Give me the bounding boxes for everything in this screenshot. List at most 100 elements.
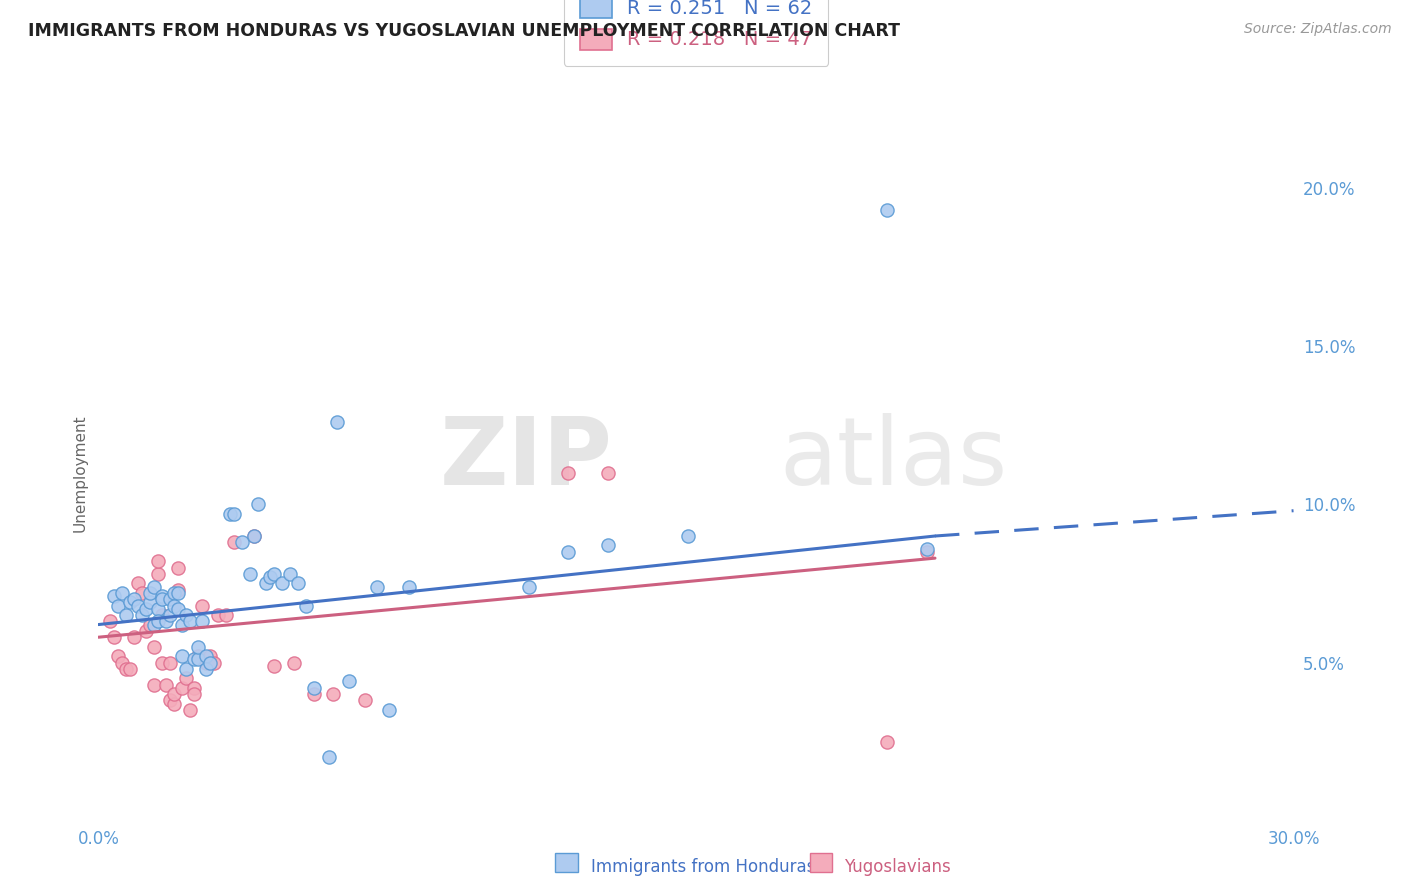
Bar (555, 853, 578, 872)
Point (239, 566, 262, 581)
Point (187, 640, 209, 654)
Point (135, 601, 157, 615)
Text: ZIP: ZIP (440, 413, 613, 505)
Legend: R = 0.251   N = 62, R = 0.218   N = 47: R = 0.251 N = 62, R = 0.218 N = 47 (564, 0, 828, 66)
Point (191, 615, 214, 629)
Point (243, 529, 266, 543)
Point (167, 601, 190, 615)
Point (163, 697, 186, 711)
Point (167, 582, 190, 597)
Point (195, 662, 218, 676)
Point (115, 662, 138, 676)
Point (202, 656, 225, 670)
Point (159, 656, 181, 670)
Point (150, 608, 173, 623)
Point (187, 649, 209, 664)
Point (103, 630, 125, 644)
Point (302, 681, 325, 695)
Text: Source: ZipAtlas.com: Source: ZipAtlas.com (1244, 22, 1392, 37)
Point (172, 681, 194, 695)
Point (131, 608, 153, 623)
Point (124, 630, 146, 644)
Point (167, 560, 190, 574)
Point (195, 649, 218, 664)
Point (143, 678, 166, 692)
Point (135, 624, 157, 638)
Point (163, 599, 186, 613)
Point (598, 539, 620, 553)
Point (107, 599, 129, 613)
Point (148, 554, 170, 568)
Point (354, 693, 377, 707)
Point (270, 576, 292, 591)
Point (187, 652, 209, 666)
Point (150, 589, 173, 603)
Point (167, 586, 190, 600)
Point (111, 656, 134, 670)
Point (139, 617, 162, 632)
Point (207, 608, 229, 623)
Point (263, 658, 285, 673)
Point (302, 687, 325, 701)
Point (876, 203, 898, 218)
Point (159, 693, 181, 707)
Point (139, 586, 162, 600)
Point (339, 674, 360, 689)
Point (183, 681, 205, 695)
Point (174, 608, 197, 623)
Point (915, 541, 938, 556)
Point (378, 703, 401, 717)
Point (159, 608, 181, 623)
Point (318, 750, 340, 764)
Point (222, 535, 245, 549)
Point (159, 592, 181, 607)
Point (259, 570, 281, 584)
Point (246, 497, 269, 511)
Point (174, 671, 197, 685)
Point (215, 608, 238, 623)
Point (155, 678, 177, 692)
Point (263, 566, 285, 581)
Y-axis label: Unemployment: Unemployment (72, 414, 87, 532)
Text: IMMIGRANTS FROM HONDURAS VS YUGOSLAVIAN UNEMPLOYMENT CORRELATION CHART: IMMIGRANTS FROM HONDURAS VS YUGOSLAVIAN … (28, 22, 900, 40)
Bar (810, 853, 832, 872)
Point (287, 576, 309, 591)
Point (174, 662, 197, 676)
Point (150, 592, 173, 607)
Point (517, 580, 540, 594)
Point (231, 535, 253, 549)
Point (148, 566, 170, 581)
Point (366, 580, 388, 594)
Point (183, 687, 205, 701)
Point (179, 615, 201, 629)
Point (191, 599, 214, 613)
Point (120, 662, 142, 676)
Point (100, 615, 122, 629)
Point (326, 415, 349, 429)
Point (131, 586, 153, 600)
Point (398, 580, 420, 594)
Point (598, 466, 620, 480)
Point (120, 595, 142, 609)
Point (148, 615, 170, 629)
Text: Yugoslavians: Yugoslavians (844, 858, 950, 876)
Point (283, 656, 305, 670)
Point (127, 599, 149, 613)
Text: atlas: atlas (779, 413, 1008, 505)
Point (915, 545, 938, 559)
Point (127, 576, 149, 591)
Point (103, 589, 125, 603)
Point (148, 601, 170, 615)
Point (124, 592, 146, 607)
Point (294, 599, 316, 613)
Point (115, 608, 138, 623)
Point (195, 656, 218, 670)
Point (278, 566, 301, 581)
Point (143, 580, 166, 594)
Point (150, 656, 173, 670)
Point (557, 545, 579, 559)
Point (111, 586, 134, 600)
Point (219, 507, 242, 521)
Point (155, 615, 177, 629)
Point (222, 507, 245, 521)
